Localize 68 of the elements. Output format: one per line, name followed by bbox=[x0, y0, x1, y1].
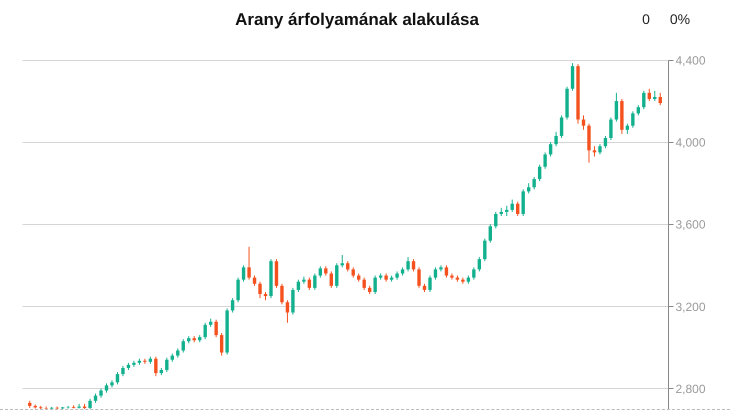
candlestick bbox=[516, 201, 520, 217]
y-tick-label: 4,400 bbox=[676, 54, 706, 68]
candlestick bbox=[340, 254, 344, 268]
text: 0% bbox=[670, 11, 690, 27]
candlestick bbox=[444, 264, 448, 278]
candlestick bbox=[116, 372, 120, 385]
candlestick bbox=[94, 393, 98, 404]
y-tick-label: 2,800 bbox=[676, 382, 706, 396]
candlestick bbox=[494, 211, 498, 229]
candlestick bbox=[614, 92, 618, 122]
candlestick bbox=[548, 142, 552, 157]
candlestick bbox=[252, 275, 256, 286]
candlestick bbox=[296, 279, 300, 292]
candlestick bbox=[560, 114, 564, 139]
candlestick bbox=[182, 338, 185, 354]
candlestick bbox=[478, 256, 482, 272]
candlestick bbox=[658, 92, 662, 106]
candlestick bbox=[242, 264, 246, 282]
candlestick bbox=[324, 266, 328, 276]
y-tick-label: 3,200 bbox=[676, 300, 706, 314]
candlestick bbox=[291, 287, 295, 316]
chart-title: Arany árfolyamának alakulása bbox=[235, 10, 480, 29]
candlestick bbox=[247, 246, 251, 280]
candlestick bbox=[526, 182, 530, 194]
candlestick bbox=[318, 266, 322, 278]
candlestick bbox=[598, 144, 602, 155]
candlestick bbox=[609, 116, 613, 141]
candlestick bbox=[154, 356, 158, 377]
candlestick bbox=[412, 258, 416, 272]
candlestick bbox=[220, 332, 224, 356]
y-tick-label: 4,000 bbox=[676, 136, 706, 150]
candlestick bbox=[362, 277, 366, 290]
candlestick bbox=[176, 348, 180, 358]
candlestick bbox=[604, 135, 608, 149]
candlestick bbox=[483, 238, 487, 262]
candlestick bbox=[631, 110, 635, 128]
text: 0 bbox=[642, 11, 650, 27]
candlestick bbox=[488, 224, 492, 244]
candlestick bbox=[346, 260, 350, 272]
candlestick bbox=[286, 300, 290, 324]
y-tick-label: 3,600 bbox=[676, 218, 706, 232]
candlestick bbox=[648, 88, 651, 102]
candlestick bbox=[538, 164, 542, 182]
candlestick bbox=[642, 90, 646, 110]
candlestick bbox=[352, 266, 355, 278]
candlestick bbox=[626, 123, 630, 134]
candlestick bbox=[121, 365, 125, 377]
candlestick bbox=[236, 277, 240, 303]
candlestick bbox=[406, 256, 410, 272]
candlestick bbox=[214, 319, 218, 338]
candlestick bbox=[505, 205, 508, 217]
candlestick bbox=[313, 273, 317, 290]
candlestick bbox=[521, 188, 525, 217]
candlestick bbox=[543, 152, 547, 170]
candlestick bbox=[653, 90, 656, 102]
candlestick bbox=[335, 262, 338, 288]
candlestick bbox=[532, 176, 536, 190]
candlestick bbox=[373, 275, 377, 295]
candlestick bbox=[472, 266, 476, 280]
candlestick bbox=[308, 277, 312, 290]
candlestick bbox=[165, 357, 169, 373]
candlestick bbox=[554, 131, 558, 147]
candlestick bbox=[636, 104, 640, 116]
candlestick bbox=[510, 199, 514, 212]
candlestick bbox=[230, 298, 234, 314]
candlestick bbox=[280, 283, 284, 305]
candlestick bbox=[203, 322, 207, 340]
candlestick bbox=[330, 270, 333, 288]
